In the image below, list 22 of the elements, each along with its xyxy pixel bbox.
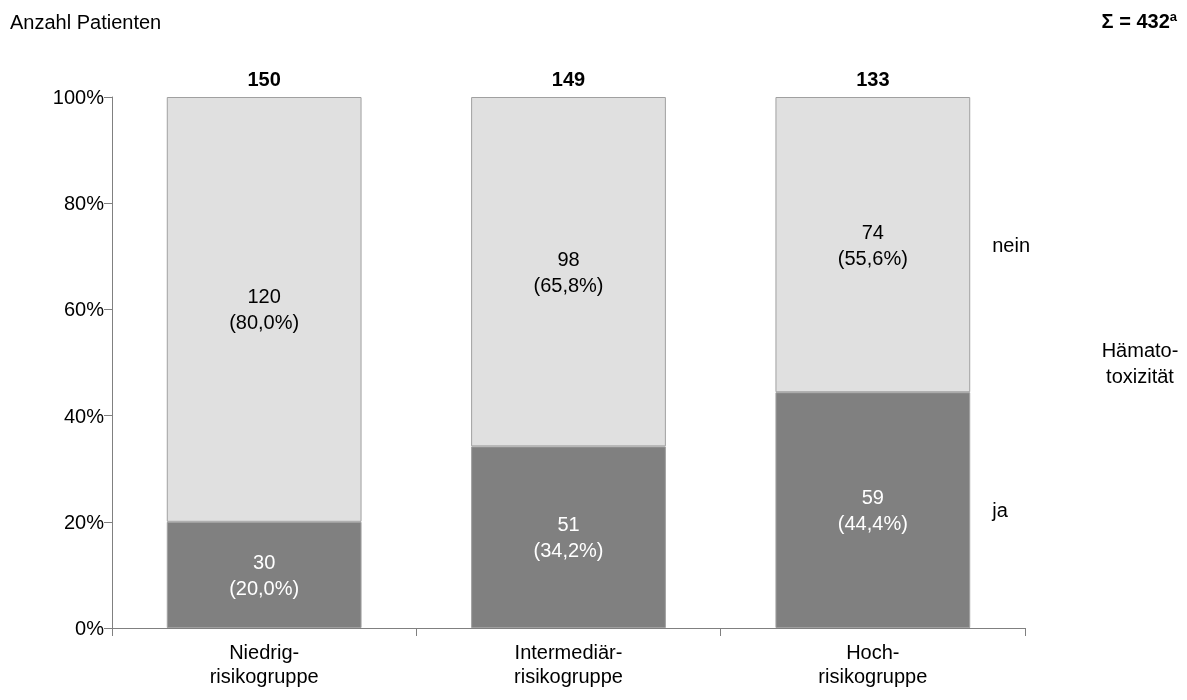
y-tick-label: 80% xyxy=(63,192,105,215)
x-tick-label: Hoch- risikogruppe xyxy=(818,641,928,687)
y-axis-title: Anzahl Patienten xyxy=(10,11,162,33)
data-label: 98 (65,8%) xyxy=(533,247,604,296)
data-label: 120 (80,0%) xyxy=(229,285,300,334)
x-tick-label: Niedrig- risikogruppe xyxy=(209,641,319,687)
y-tick-label: 40% xyxy=(63,404,105,427)
y-tick-label: 100% xyxy=(52,86,105,108)
y-tick-label: 0% xyxy=(75,617,105,639)
y-tick-label: 60% xyxy=(63,298,105,321)
annotation: 150 xyxy=(247,68,281,90)
data-label: 59 (44,4%) xyxy=(837,486,908,535)
x-tick-label: Intermediär- risikogruppe xyxy=(514,641,623,687)
data-label: 74 (55,6%) xyxy=(837,220,908,269)
annotation: 149 xyxy=(551,68,586,90)
annotation: 133 xyxy=(856,68,890,90)
legend-title: Hämato- toxizität xyxy=(1101,338,1179,387)
series-label: ja xyxy=(991,499,1009,522)
series-label: nein xyxy=(992,233,1031,256)
y-tick-label: 20% xyxy=(63,510,105,533)
data-label: 30 (20,0%) xyxy=(229,550,300,599)
data-label: 51 (34,2%) xyxy=(533,513,604,562)
